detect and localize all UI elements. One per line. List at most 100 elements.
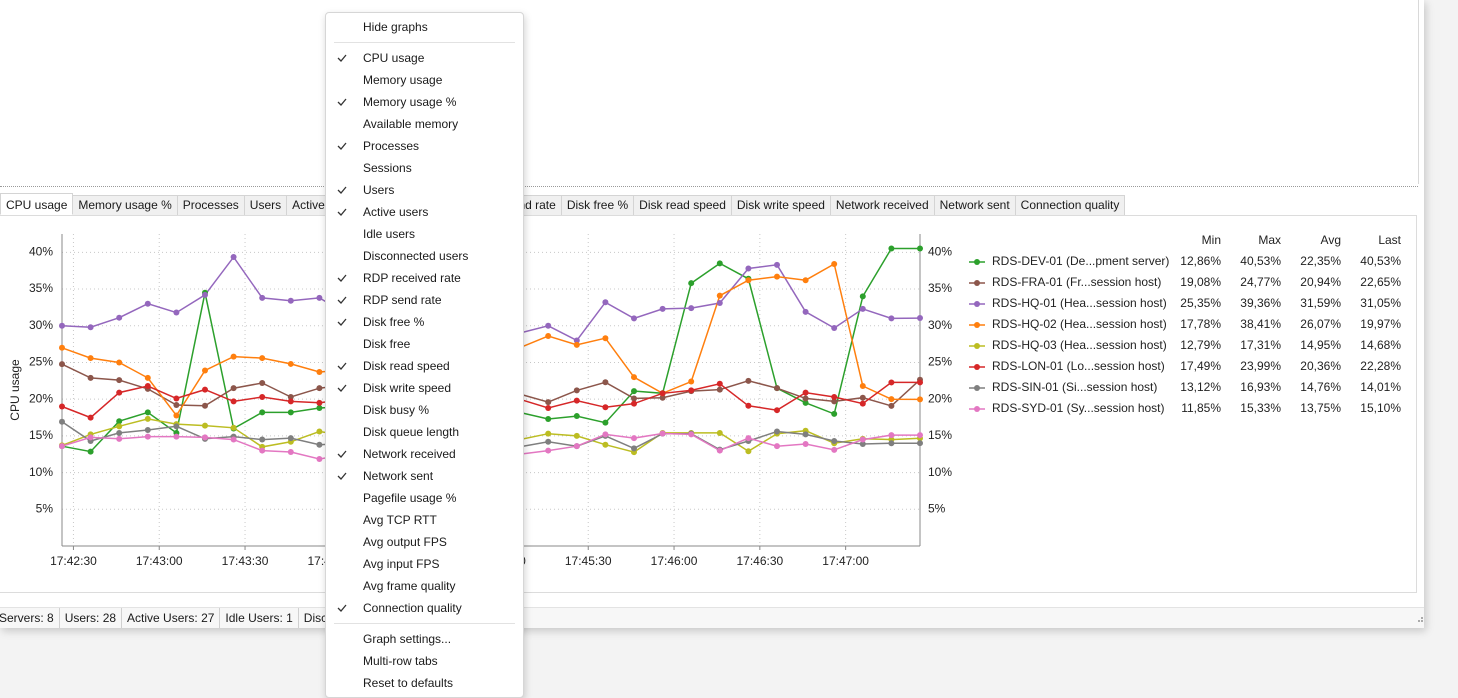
tab[interactable]: Network received [830, 195, 935, 216]
data-point [688, 431, 695, 438]
data-point [259, 380, 266, 387]
tab[interactable]: Disk free % [561, 195, 635, 216]
legend-stat: 22,65% [1360, 275, 1401, 289]
data-point [573, 397, 580, 404]
menu-item[interactable]: Avg TCP RTT [326, 509, 523, 531]
data-point [802, 389, 809, 396]
data-point [259, 393, 266, 400]
menu-item[interactable]: Disconnected users [326, 245, 523, 267]
menu-item-label: Network received [363, 447, 456, 461]
tab[interactable]: Network sent [934, 195, 1016, 216]
legend-marker [974, 385, 980, 391]
data-point [316, 369, 323, 376]
legend-stat: 31,05% [1360, 296, 1401, 310]
menu-item-label: RDP send rate [363, 293, 442, 307]
chart: 5% 5% 10% 10% 15% 15% 20% 20% 25% 25% 30% 30% 35% 35%… [8, 233, 1401, 568]
data-point [802, 440, 809, 447]
resize-grip[interactable] [1415, 614, 1424, 623]
data-point [545, 447, 552, 454]
data-point [774, 385, 780, 392]
data-point [573, 337, 580, 344]
data-point [202, 291, 208, 298]
tab[interactable]: CPU usage [0, 193, 74, 215]
data-point [602, 404, 609, 411]
tab[interactable]: Connection quality [1015, 195, 1126, 216]
menu-item[interactable]: Multi-row tabs [326, 650, 523, 672]
menu-item[interactable]: Sessions [326, 157, 523, 179]
menu-item[interactable]: Disk queue length [326, 421, 523, 443]
data-point [688, 280, 695, 287]
menu-item[interactable]: Idle users [326, 223, 523, 245]
legend-label: RDS-HQ-02 (Hea...session host) [992, 317, 1167, 331]
tab[interactable]: Memory usage % [73, 195, 178, 216]
data-point [202, 402, 208, 409]
data-point [287, 409, 294, 416]
menu-item[interactable]: Disk free % [326, 311, 523, 333]
menu-item[interactable]: Memory usage [326, 69, 523, 91]
data-point [545, 322, 552, 329]
menu-item[interactable]: RDP send rate [326, 289, 523, 311]
x-tick-label: 17:43:00 [136, 554, 183, 568]
menu-item[interactable]: Graph settings... [326, 628, 523, 650]
menu-item[interactable]: Network received [326, 443, 523, 465]
tab[interactable]: Disk read speed [634, 195, 732, 216]
data-point [545, 399, 552, 406]
splitter[interactable] [0, 186, 1418, 187]
menu-item[interactable]: Network sent [326, 465, 523, 487]
data-point [602, 441, 609, 448]
menu-item[interactable]: Available memory [326, 113, 523, 135]
y-tick-label: 25% [29, 355, 53, 369]
data-point [688, 378, 695, 385]
menu-item[interactable]: CPU usage [326, 47, 523, 69]
tab[interactable]: Users [244, 195, 288, 216]
menu-item[interactable]: Avg frame quality [326, 575, 523, 597]
menu-item[interactable]: Disk busy % [326, 399, 523, 421]
menu-item[interactable]: Pagefile usage % [326, 487, 523, 509]
data-point [859, 436, 866, 443]
y-axis-title: CPU usage [8, 359, 22, 421]
top-panel [0, 0, 1419, 184]
menu-item[interactable]: Memory usage % [326, 91, 523, 113]
data-point [545, 438, 552, 445]
data-point [917, 432, 923, 439]
menu-item-label: RDP received rate [363, 271, 461, 285]
data-point [202, 434, 208, 441]
data-point [573, 443, 580, 450]
data-point [230, 436, 237, 443]
data-point [659, 305, 666, 312]
menu-item[interactable]: Processes [326, 135, 523, 157]
data-point [287, 393, 294, 400]
menu-separator [334, 623, 515, 624]
data-point [202, 367, 208, 374]
menu-item[interactable]: Disk read speed [326, 355, 523, 377]
check-mark [337, 274, 347, 282]
tab[interactable]: Disk write speed [731, 195, 831, 216]
menu-item[interactable]: Active users [326, 201, 523, 223]
menu-item[interactable]: Disk write speed [326, 377, 523, 399]
legend-stat: 19,08% [1180, 275, 1221, 289]
data-point [87, 414, 94, 421]
data-point [87, 434, 94, 441]
tab[interactable]: Processes [177, 195, 245, 216]
menu-item[interactable]: Disk free [326, 333, 523, 355]
legend-stat: 25,35% [1180, 296, 1221, 310]
data-point [144, 415, 151, 422]
data-point [716, 447, 723, 454]
menu-item[interactable]: RDP received rate [326, 267, 523, 289]
check-mark [337, 142, 347, 150]
data-point [144, 382, 151, 389]
menu-item[interactable]: Avg output FPS [326, 531, 523, 553]
menu-item[interactable]: Avg input FPS [326, 553, 523, 575]
data-point [831, 261, 838, 268]
menu-item-label: Memory usage [363, 73, 443, 87]
data-point [859, 394, 866, 401]
menu-item[interactable]: Hide graphs [326, 16, 523, 38]
menu-item-label: Network sent [363, 469, 434, 483]
data-point [888, 315, 895, 322]
x-tick-label: 17:45:30 [565, 554, 612, 568]
menu-item[interactable]: Connection quality [326, 597, 523, 619]
data-point [202, 386, 208, 393]
data-point [202, 422, 208, 429]
menu-item[interactable]: Users [326, 179, 523, 201]
menu-item[interactable]: Reset to defaults [326, 672, 523, 694]
